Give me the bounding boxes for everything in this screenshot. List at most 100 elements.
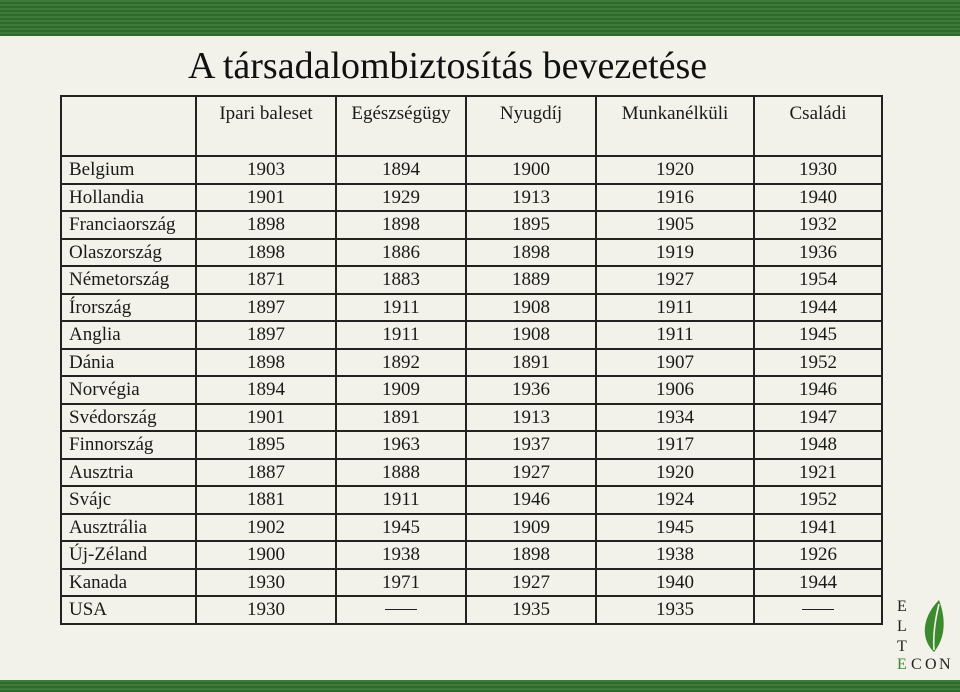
year-cell: 1929 (335, 182, 467, 212)
year-cell: 1881 (195, 485, 337, 515)
year-cell: 1940 (753, 182, 883, 212)
year-cell: 1952 (753, 347, 883, 377)
column-header-label: Munkanélküli (621, 103, 729, 124)
year-cell: 1927 (465, 457, 597, 487)
year-cell: 1937 (465, 430, 597, 460)
column-header-label: Nyugdíj (499, 103, 563, 124)
year-cell: 1945 (335, 512, 467, 542)
year-cell: 1947 (753, 402, 883, 432)
dash-mark (802, 608, 834, 611)
year-cell: 1911 (595, 320, 755, 350)
year-cell: 1895 (465, 210, 597, 240)
year-cell: 1920 (595, 457, 755, 487)
country-cell: Belgium (60, 155, 197, 185)
table-row: Németország 1871 1883 1889 1927 1954 (60, 265, 883, 295)
leaf-icon (924, 600, 944, 652)
year-cell: 1900 (195, 540, 337, 570)
year-cell: 1892 (335, 347, 467, 377)
year-cell: 1944 (753, 567, 883, 597)
logo-letter: T (897, 638, 907, 655)
year-cell: 1936 (465, 375, 597, 405)
year-cell: 1971 (335, 567, 467, 597)
year-cell: 1945 (595, 512, 755, 542)
year-cell: 1948 (753, 430, 883, 460)
year-cell: 1906 (595, 375, 755, 405)
year-cell: 1898 (195, 347, 337, 377)
table-row: USA 1930 1935 1935 (60, 595, 883, 625)
year-cell: 1944 (753, 292, 883, 322)
year-cell: 1935 (465, 595, 597, 625)
bottom-decorative-bar (0, 680, 960, 692)
year-cell: 1930 (195, 567, 337, 597)
year-cell: 1935 (595, 595, 755, 625)
country-cell: Németország (60, 265, 197, 295)
table-body: Belgium 1903 1894 1900 1920 1930 Hollandia 1901… (60, 155, 883, 625)
country-cell: Ausztria (60, 457, 197, 487)
year-cell: 1903 (195, 155, 337, 185)
country-cell: USA (60, 595, 197, 625)
year-cell: 1905 (595, 210, 755, 240)
year-cell: 1916 (595, 182, 755, 212)
logo-letter: E (897, 656, 907, 673)
country-cell: Írország (60, 292, 197, 322)
year-cell: 1911 (335, 485, 467, 515)
year-cell: 1898 (195, 210, 337, 240)
logo-letter: L (897, 618, 907, 635)
year-cell: 1908 (465, 320, 597, 350)
country-cell: Olaszország (60, 237, 197, 267)
column-header-label: Családi (789, 103, 847, 124)
year-cell: 1898 (465, 540, 597, 570)
year-cell: 1911 (595, 292, 755, 322)
year-cell: 1927 (465, 567, 597, 597)
country-cell: Anglia (60, 320, 197, 350)
year-cell: 1887 (195, 457, 337, 487)
year-cell: 1894 (335, 155, 467, 185)
table-row: Hollandia 1901 1929 1913 1916 1940 (60, 182, 883, 212)
year-cell: 1895 (195, 430, 337, 460)
top-decorative-bar (0, 0, 960, 36)
country-cell: Svédország (60, 402, 197, 432)
table-header-row: Ipari baleset Egészségügy Nyugdíj Munkanélk… (60, 95, 883, 157)
table-row: Olaszország 1898 1886 1898 1919 1936 (60, 237, 883, 267)
table-row: Kanada 1930 1971 1927 1940 1944 (60, 567, 883, 597)
slide-title: A társadalombiztosítás bevezetése (188, 45, 708, 87)
year-cell: 1954 (753, 265, 883, 295)
year-cell: 1913 (465, 182, 597, 212)
dash-mark (385, 608, 417, 611)
column-header: Családi (753, 95, 883, 157)
year-cell: 1945 (753, 320, 883, 350)
year-cell: 1938 (595, 540, 755, 570)
column-header-label: Ipari baleset (219, 103, 313, 124)
year-cell: 1900 (465, 155, 597, 185)
year-cell: 1871 (195, 265, 337, 295)
table-row: Belgium 1903 1894 1900 1920 1930 (60, 155, 883, 185)
year-cell: 1934 (595, 402, 755, 432)
year-cell: 1952 (753, 485, 883, 515)
year-cell: 1908 (465, 292, 597, 322)
year-cell: 1930 (195, 595, 337, 625)
year-cell: 1901 (195, 182, 337, 212)
year-cell: 1909 (465, 512, 597, 542)
year-cell: 1941 (753, 512, 883, 542)
year-cell: 1886 (335, 237, 467, 267)
empty-value-cell (335, 595, 467, 625)
country-cell: Norvégia (60, 375, 197, 405)
year-cell: 1902 (195, 512, 337, 542)
empty-value-cell (753, 595, 883, 625)
year-cell: 1901 (195, 402, 337, 432)
year-cell: 1898 (195, 237, 337, 267)
table-row: Írország 1897 1911 1908 1911 1944 (60, 292, 883, 322)
year-cell: 1926 (753, 540, 883, 570)
table-row: Finnország 1895 1963 1937 1917 1948 (60, 430, 883, 460)
table-row: Anglia 1897 1911 1908 1911 1945 (60, 320, 883, 350)
year-cell: 1894 (195, 375, 337, 405)
table-row: Dánia 1898 1892 1891 1907 1952 (60, 347, 883, 377)
country-cell: Kanada (60, 567, 197, 597)
country-cell: Franciaország (60, 210, 197, 240)
column-header: Egészségügy (335, 95, 467, 157)
table-row: Svájc 1881 1911 1946 1924 1952 (60, 485, 883, 515)
column-header-label: Egészségügy (351, 103, 451, 124)
country-cell: Új-Zéland (60, 540, 197, 570)
logo-letter: N (939, 656, 951, 673)
year-cell: 1927 (595, 265, 755, 295)
